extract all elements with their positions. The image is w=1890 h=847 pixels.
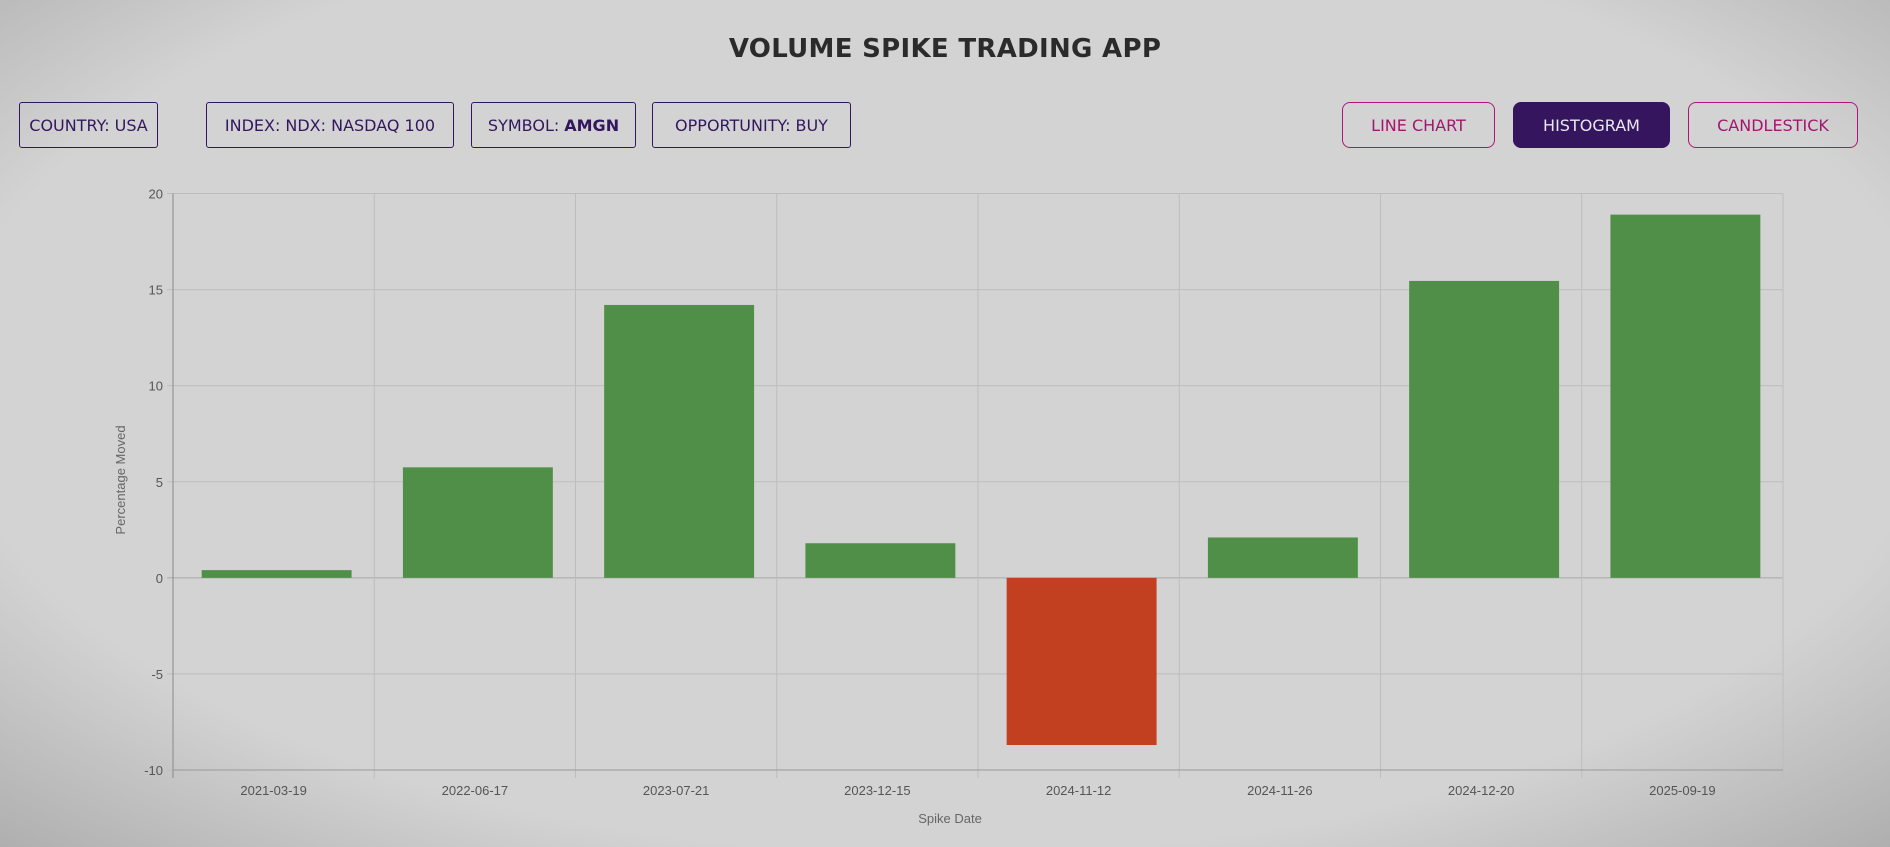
x-tick-label: 2024-12-20 [1448, 783, 1515, 798]
x-tick-label: 2025-09-19 [1649, 783, 1716, 798]
symbol-filter[interactable]: SYMBOL: AMGN [471, 102, 636, 148]
y-axis-title: Percentage Moved [113, 425, 128, 534]
country-value: USA [114, 115, 148, 135]
y-tick-label: 15 [149, 283, 163, 298]
histogram-button[interactable]: HISTOGRAM [1513, 102, 1670, 148]
country-label: COUNTRY: [29, 115, 110, 135]
symbol-value: AMGN [564, 115, 620, 135]
x-tick-label: 2021-03-19 [240, 783, 307, 798]
y-tick-label: -5 [151, 667, 163, 682]
bar-2023-12-15[interactable] [805, 543, 956, 578]
bar-2021-03-19[interactable] [201, 570, 352, 578]
y-tick-label: 5 [156, 475, 163, 490]
y-tick-label: -10 [144, 763, 163, 778]
bar-2024-11-26[interactable] [1207, 537, 1358, 578]
bar-2024-11-12[interactable] [1006, 577, 1157, 746]
bar-2025-09-19[interactable] [1610, 214, 1761, 578]
opportunity-filter[interactable]: OPPORTUNITY: BUY [652, 102, 851, 148]
line-chart-button[interactable]: LINE CHART [1342, 102, 1495, 148]
x-tick-label: 2023-12-15 [844, 783, 911, 798]
x-tick-label: 2024-11-26 [1247, 783, 1313, 798]
opportunity-value: BUY [795, 115, 828, 135]
country-filter[interactable]: COUNTRY: USA [19, 102, 158, 148]
x-axis-title: Spike Date [918, 811, 982, 826]
y-tick-label: 20 [149, 187, 163, 202]
bar-2022-06-17[interactable] [402, 467, 553, 578]
index-filter[interactable]: INDEX: NDX: NASDAQ 100 [206, 102, 454, 148]
bar-2023-07-21[interactable] [604, 304, 755, 578]
index-value: NDX: NASDAQ 100 [285, 115, 436, 135]
opportunity-label: OPPORTUNITY: [675, 115, 791, 135]
index-label: INDEX: [224, 115, 281, 135]
symbol-label: SYMBOL: [487, 115, 560, 135]
bar-2024-12-20[interactable] [1409, 280, 1560, 578]
page-title: VOLUME SPIKE TRADING APP [728, 34, 1162, 64]
x-tick-label: 2024-11-12 [1046, 783, 1112, 798]
y-tick-label: 10 [149, 379, 163, 394]
candlestick-button[interactable]: CANDLESTICK [1688, 102, 1858, 148]
x-tick-label: 2022-06-17 [442, 783, 509, 798]
x-tick-label: 2023-07-21 [643, 783, 710, 798]
y-tick-label: 0 [156, 571, 163, 586]
